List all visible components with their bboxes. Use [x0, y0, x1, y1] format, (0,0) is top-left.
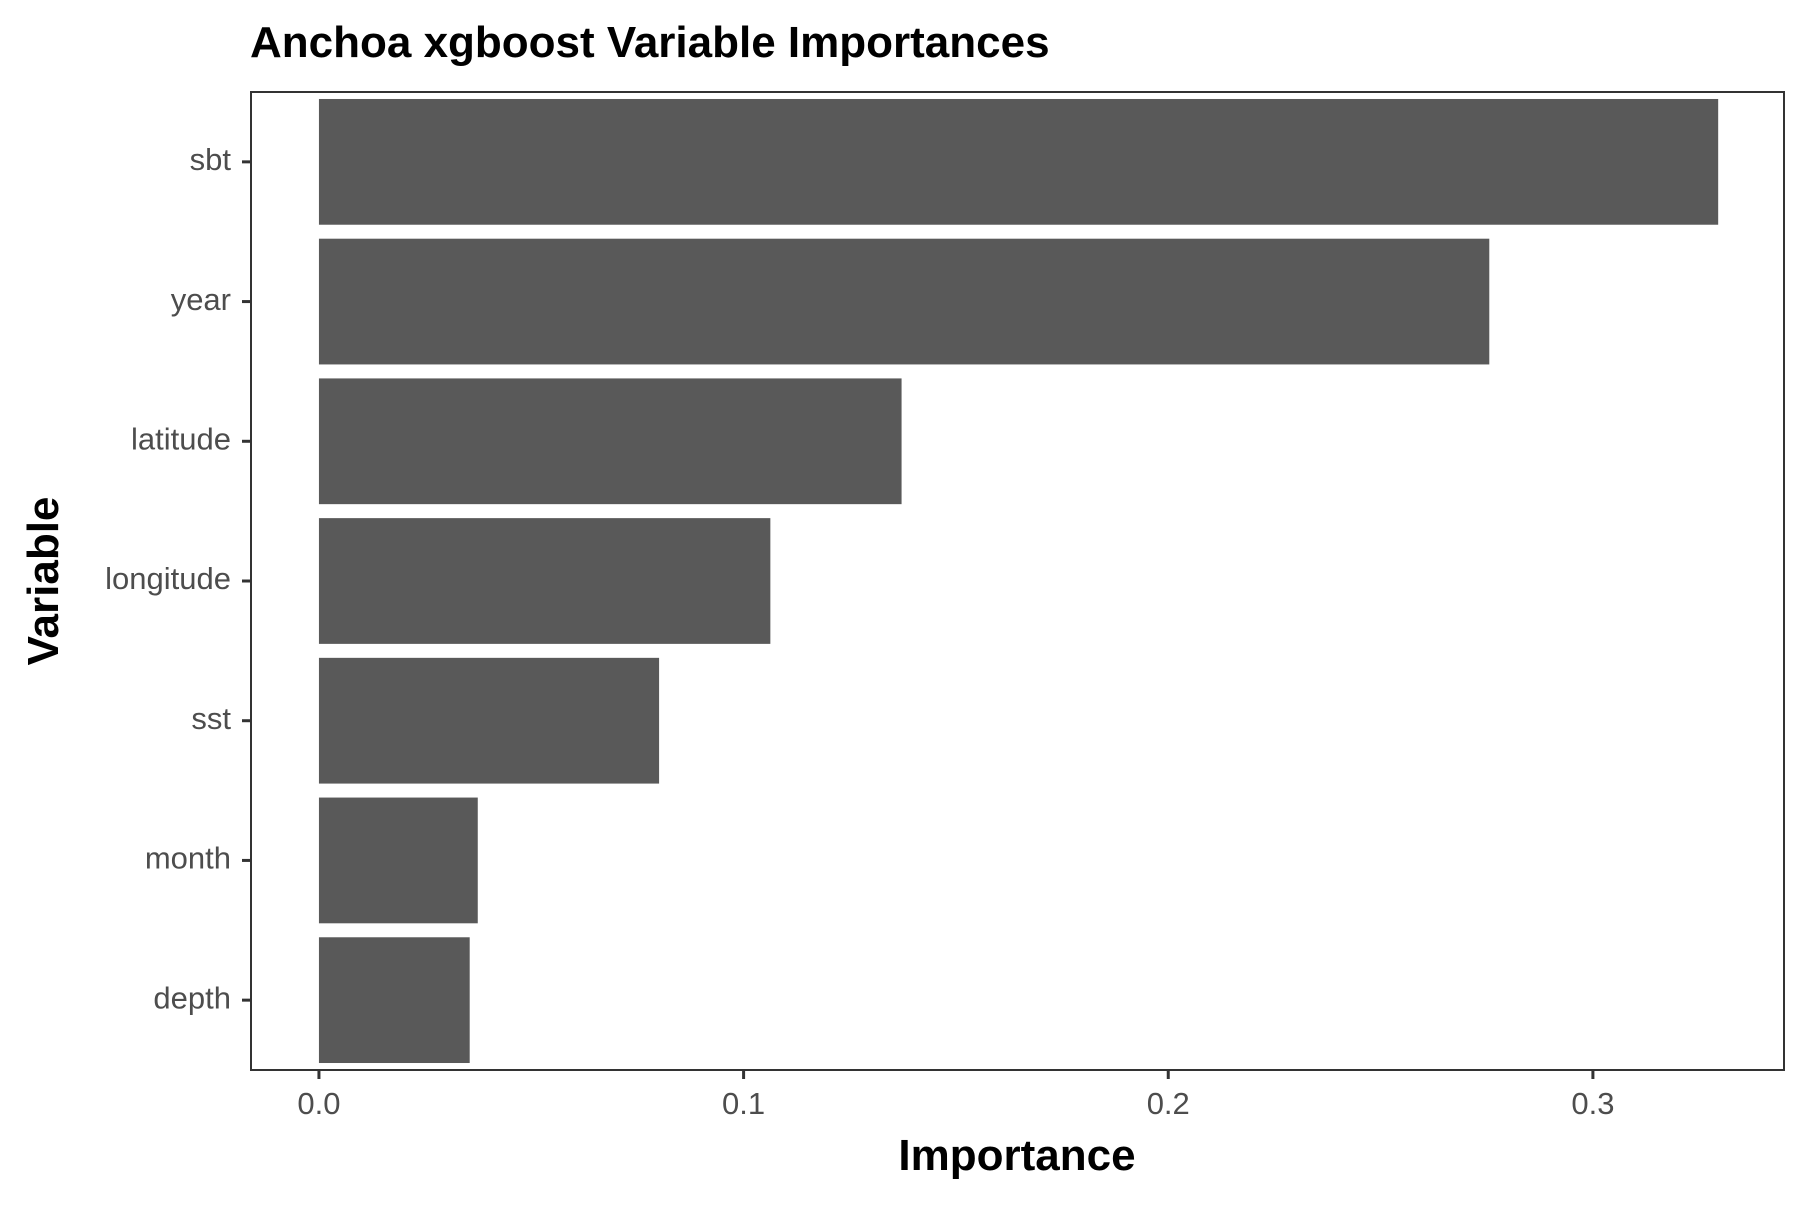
x-axis-title: Importance — [898, 1131, 1135, 1180]
bar-year — [318, 238, 1490, 365]
y-axis-title: Variable — [19, 497, 68, 666]
bars-group — [318, 98, 1719, 1064]
y-tick-label-longitude: longitude — [105, 561, 231, 596]
y-tick-label-sst: sst — [191, 701, 231, 736]
y-tick-label-month: month — [145, 841, 231, 876]
x-tick-label-1: 0.1 — [722, 1086, 765, 1121]
bar-latitude — [318, 378, 902, 505]
x-tick-label-3: 0.3 — [1571, 1086, 1614, 1121]
chart-title: Anchoa xgboost Variable Importances — [250, 18, 1050, 67]
y-tick-label-year: year — [171, 282, 231, 317]
x-tick-label-2: 0.2 — [1147, 1086, 1190, 1121]
y-axis: sbt year latitude longitude sst month depth — [105, 142, 251, 1015]
bar-depth — [318, 937, 470, 1064]
x-axis: 0.0 0.1 0.2 0.3 — [297, 1070, 1614, 1121]
y-tick-label-latitude: latitude — [131, 421, 231, 456]
y-tick-label-sbt: sbt — [190, 142, 232, 177]
bar-month — [318, 797, 478, 924]
bar-sbt — [318, 98, 1719, 225]
x-tick-label-0: 0.0 — [297, 1086, 340, 1121]
bar-longitude — [318, 518, 771, 644]
y-tick-label-depth: depth — [153, 980, 231, 1015]
bar-sst — [318, 657, 660, 784]
